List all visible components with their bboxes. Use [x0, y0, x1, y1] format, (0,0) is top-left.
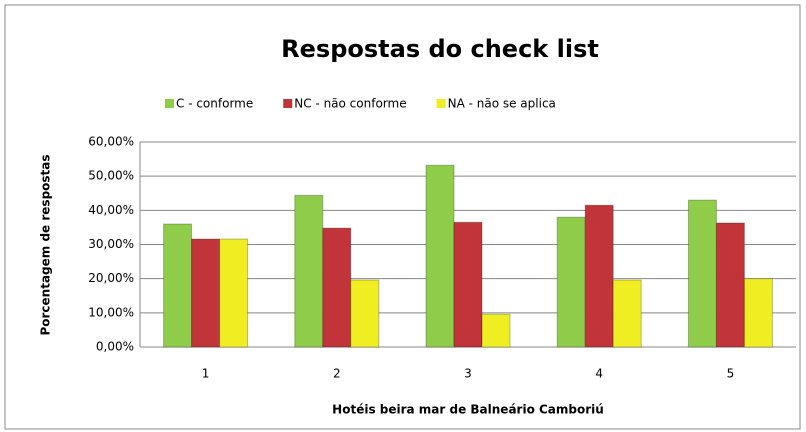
bar [453, 221, 483, 348]
bar [322, 227, 352, 348]
legend-label: NA - não se aplica [448, 97, 556, 111]
bar [219, 238, 249, 348]
legend-swatch [165, 99, 174, 108]
y-tick-label: 20,00% [88, 271, 134, 285]
chart-border [4, 4, 801, 430]
bar [687, 199, 717, 348]
bar [715, 222, 745, 348]
x-tick-label: 3 [464, 367, 472, 381]
bar [163, 223, 193, 348]
y-tick-label: 0,00% [96, 340, 134, 354]
bar [743, 278, 773, 348]
y-tick-label: 40,00% [88, 203, 134, 217]
bar [294, 194, 324, 348]
legend-swatch [436, 99, 446, 108]
y-axis-title: Porcentagem de respostas [39, 154, 53, 335]
bar [425, 164, 455, 348]
bar [556, 216, 586, 348]
x-tick-label: 4 [595, 367, 603, 381]
bar [612, 279, 642, 348]
y-tick-label: 30,00% [88, 237, 134, 251]
x-axis-title: Hotéis beira mar de Balneário Camboriú [332, 403, 604, 417]
x-tick-label: 1 [202, 367, 210, 381]
bar [481, 313, 511, 348]
legend-label: NC - não conforme [294, 97, 406, 111]
x-tick-label: 2 [333, 367, 341, 381]
legend-swatch [283, 99, 293, 108]
y-tick-label: 50,00% [88, 169, 134, 183]
legend-label: C - conforme [176, 97, 253, 111]
bar [584, 204, 614, 348]
y-tick-label: 60,00% [88, 135, 134, 149]
bar [191, 238, 221, 348]
y-tick-label: 10,00% [88, 305, 134, 319]
chart-title: Respostas do check list [281, 35, 599, 63]
x-tick-label: 5 [727, 367, 735, 381]
bar [350, 279, 380, 348]
